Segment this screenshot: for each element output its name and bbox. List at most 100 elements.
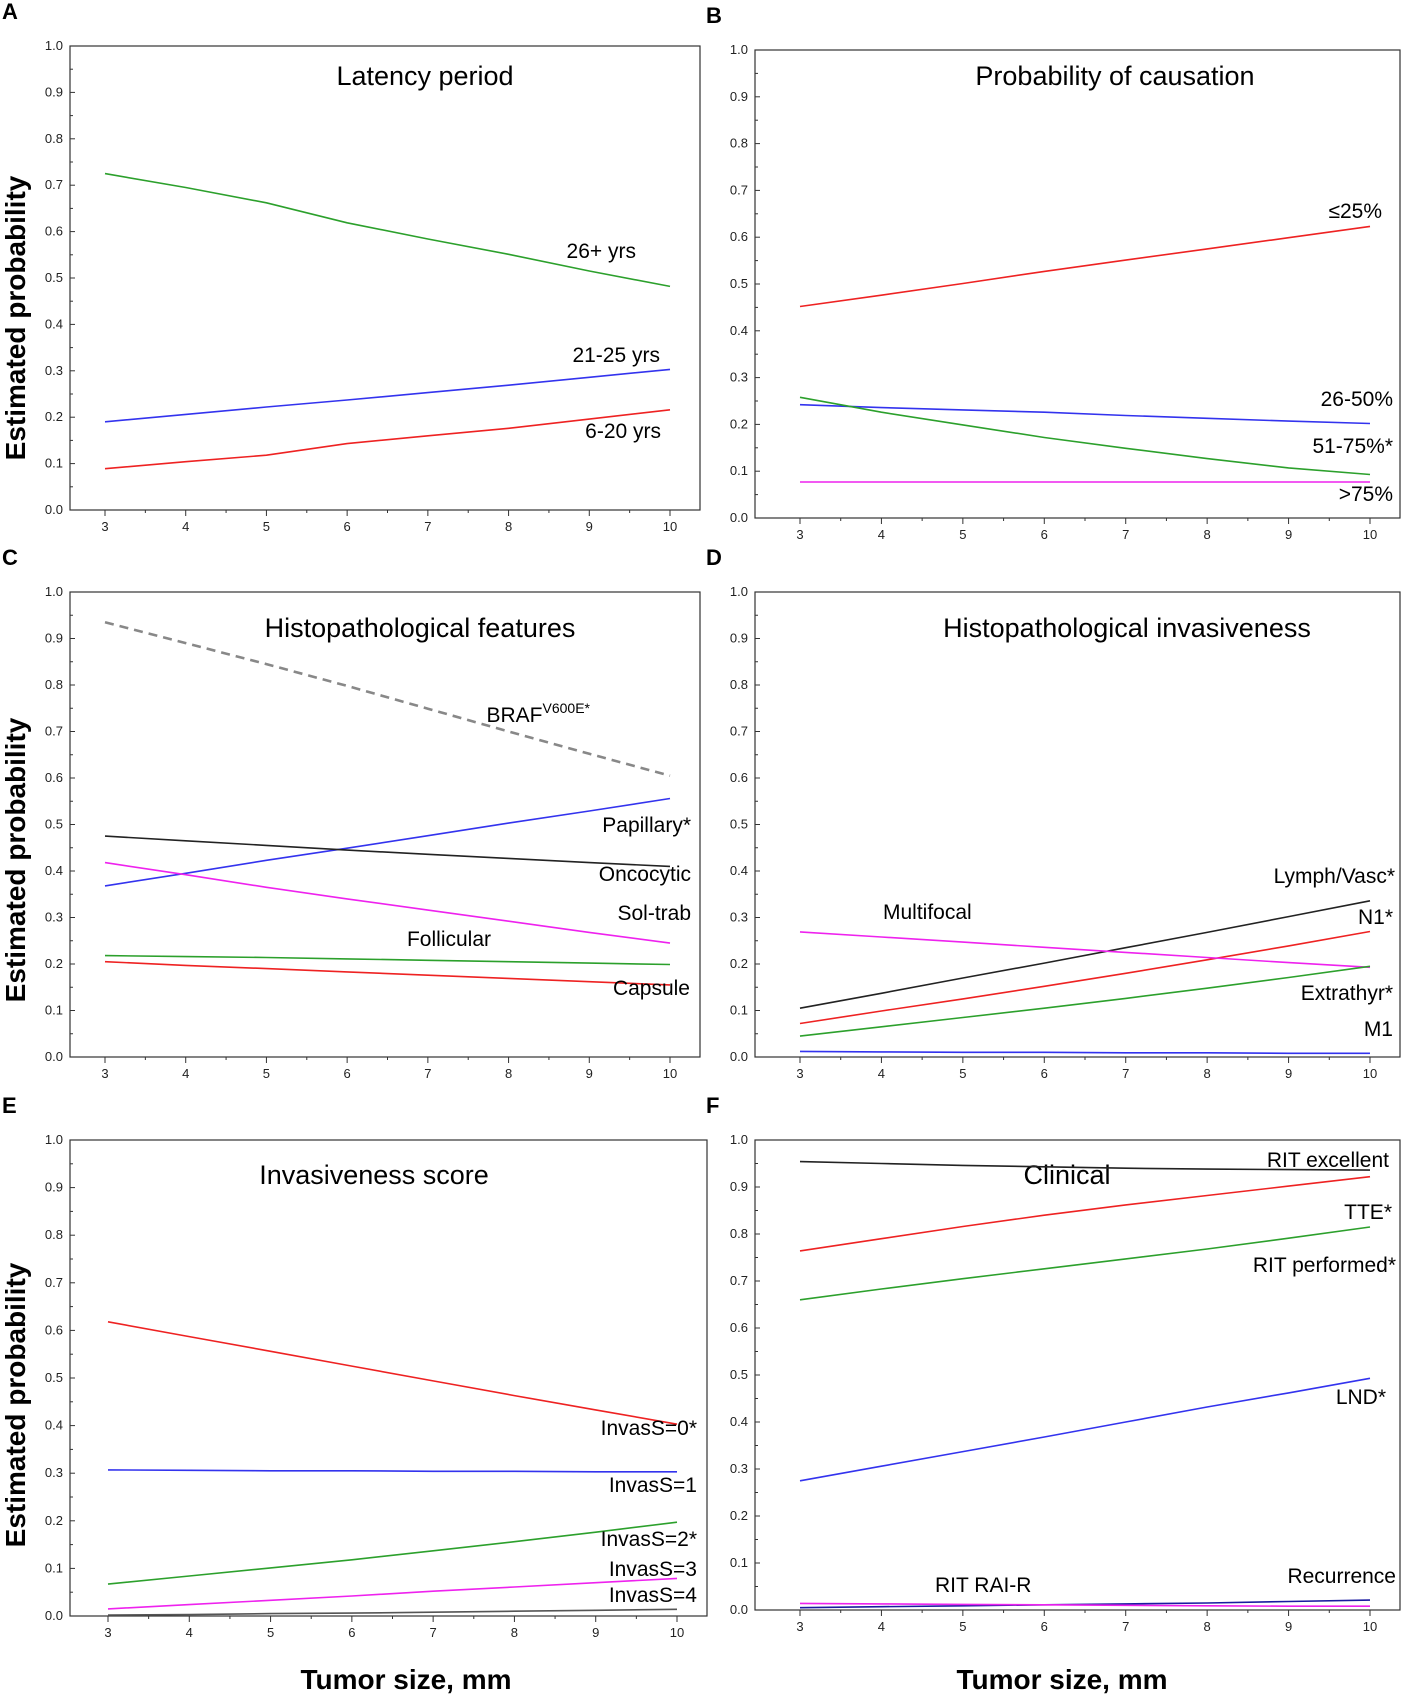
y-tick-label: 0.6 [730,770,748,785]
x-tick-label: 3 [796,1619,803,1634]
y-tick-label: 0.9 [730,1179,748,1194]
series-line-b-26-50 [799,403,1371,425]
x-tick-label: 9 [1285,527,1292,542]
y-tick-label: 0.6 [730,1320,748,1335]
y-tick-label: 1.0 [45,584,63,599]
panel-title-f: Clinical [1023,1160,1110,1190]
y-tick-label: 0.1 [45,1003,63,1018]
y-tick-label: 0.2 [45,1513,63,1528]
x-tick-label: 3 [796,527,803,542]
series-line-e-invass-1 [107,1469,677,1473]
series-label-e-invass-4: InvasS=4 [609,1584,697,1607]
x-tick-label: 7 [424,519,431,534]
series-line-e-invass-0 [107,1321,678,1425]
y-tick-label: 0.8 [730,136,748,151]
plot-frame-b [754,49,1401,519]
y-tick-label: 0.1 [730,463,748,478]
y-tick-label: 0.2 [730,416,748,431]
y-tick-label: 0.0 [45,1049,63,1064]
x-tick-label: 5 [959,1066,966,1081]
x-tick-label: 6 [1041,527,1048,542]
chart-panel-e: E Invasiveness score 0.0 0.1 0.2 0.3 0.4 0.5 0.6… [2,1093,708,1640]
y-tick-label: 0.4 [730,863,748,878]
y-tick-label: 0.7 [730,1273,748,1288]
series-label-c-papillary: Papillary* [602,814,691,837]
series-line-d-lymph-vasc [799,900,1371,1009]
y-tick-label: 0.1 [45,456,63,471]
y-tick-label: 0.1 [730,1003,748,1018]
y-axis-title-top: Estimated probability [0,175,31,460]
x-tick-label: 7 [1122,1066,1129,1081]
y-tick-label: 0.7 [45,1275,63,1290]
series-label-a-26-yrs: 26+ yrs [567,240,636,263]
series-line-c-braf [104,620,671,777]
x-tick-label: 9 [1285,1619,1292,1634]
series-label-f-recurrence: Recurrence [1287,1565,1396,1588]
series-label-c-sol-trab: Sol-trab [617,902,691,925]
y-tick-label: 1.0 [45,1132,63,1147]
chart-panel-a: A Latency period 0.0 0.1 0.2 0.3 0.4 0.5 0.6 0.7 0… [2,0,701,534]
y-tick-label: 0.6 [45,1322,63,1337]
series-line-d-m1 [799,1050,1370,1055]
series-label-d-m1: M1 [1364,1018,1393,1041]
x-tick-label: 4 [878,1066,885,1081]
y-tick-label: 0.0 [730,1049,748,1064]
panel-title-a: Latency period [336,61,513,91]
panel-letter-f: F [706,1093,719,1118]
y-tick-label: 0.4 [45,1418,63,1433]
x-tick-label: 10 [663,1066,677,1081]
panel-letter-d: D [706,545,722,570]
series-label-e-invass-1: InvasS=1 [609,1474,697,1497]
x-tick-label: 8 [1204,1066,1211,1081]
series-line-d-n1 [799,930,1371,1025]
panel-title-e: Invasiveness score [259,1160,489,1190]
series-line-c-follicular [104,954,671,966]
series-line-c-papillary [104,797,671,887]
x-tick-label: 6 [1041,1619,1048,1634]
x-tick-label: 7 [1122,1619,1129,1634]
y-tick-label: 0.9 [45,631,63,646]
x-tick-label: 3 [101,519,108,534]
x-tick-label: 9 [1285,1066,1292,1081]
series-label-d-multifocal: Multifocal [883,901,972,924]
x-tick-label: 10 [1363,1619,1377,1634]
x-tick-label: 5 [959,527,966,542]
series-line-a-21-25-yrs [104,368,671,423]
y-tick-label: 0.9 [45,1180,63,1195]
panel-letter-b: B [706,3,722,28]
y-tick-label: 0.5 [730,1367,748,1382]
y-tick-label: 0.8 [45,677,63,692]
x-tick-label: 8 [505,519,512,534]
series-line-c-sol-trab [104,861,671,944]
y-tick-label: 0.7 [45,724,63,739]
series-line-f-rit-excellent [799,1160,1371,1171]
series-label-f-lnd: LND* [1336,1386,1386,1409]
x-tick-label: 3 [796,1066,803,1081]
series-line-b-51-75 [799,396,1371,476]
x-tick-label: 3 [104,1625,111,1640]
y-tick-label: 0.5 [45,817,63,832]
x-tick-label: 9 [592,1625,599,1640]
y-tick-label: 0.5 [45,1370,63,1385]
x-tick-label: 3 [101,1066,108,1081]
y-tick-label: 0.7 [730,724,748,739]
series-label-b-51-75: 51-75%* [1312,435,1393,458]
y-tick-label: 0.3 [730,1461,748,1476]
series-label-b-25: ≤25% [1328,200,1382,223]
panel-letter-e: E [2,1093,17,1118]
series-label-d-extrathyr: Extrathyr* [1301,982,1393,1005]
series-line-c-capsule [104,960,671,986]
series-line-f-tte [799,1175,1371,1252]
series-label-a-6-20-yrs: 6-20 yrs [585,420,661,443]
series-line-f-rit-performed [799,1226,1371,1301]
y-tick-label: 0.4 [730,323,748,338]
y-tick-label: 0.9 [45,84,63,99]
y-tick-label: 0.2 [730,956,748,971]
series-line-c-oncocytic [104,835,671,868]
series-label-c-follicular: Follicular [407,928,491,951]
y-tick-label: 0.0 [730,510,748,525]
y-tick-label: 0.2 [45,956,63,971]
series-label-f-rit-excellent: RIT excellent [1267,1149,1389,1172]
x-tick-label: 6 [344,1066,351,1081]
y-tick-label: 0.3 [45,910,63,925]
